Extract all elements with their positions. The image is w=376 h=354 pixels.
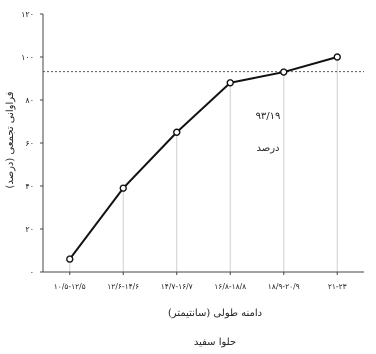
data-point xyxy=(119,184,127,192)
data-point xyxy=(333,53,341,61)
x-tick-label: ۱۴/۷-۱۶/۷ xyxy=(161,282,193,291)
y-tick-label: ۱۰۰ xyxy=(21,53,34,62)
y-tick-label: ۴۰ xyxy=(25,182,34,191)
vertical-gridlines xyxy=(69,57,338,272)
x-axis-ticks: ۱۰/۵-۱۲/۵ ۱۲/۶-۱۴/۶ ۱۴/۷-۱۶/۷ ۱۶/۸-۱۸/۸ ۱۸/۹… xyxy=(54,272,347,291)
annotation-unit: درصد xyxy=(256,143,279,154)
x-tick-label: ۲۱-۲۳ xyxy=(328,282,347,291)
x-tick-label: ۱۲/۶-۱۴/۶ xyxy=(107,282,139,291)
x-tick-label: ۱۸/۹-۲۰/۹ xyxy=(268,282,300,291)
y-axis-ticks: ۰ ۲۰ ۴۰ ۶۰ ۸۰ ۱۰۰ ۱۲۰ xyxy=(21,10,43,277)
y-tick-label: ۱۲۰ xyxy=(21,10,34,19)
y-tick-label: ۶۰ xyxy=(25,139,34,148)
data-point xyxy=(226,79,234,87)
y-tick-label: ۲۰ xyxy=(25,225,34,234)
y-axis-label: فراوانی تجمعی (درصد) xyxy=(5,91,16,188)
x-tick-label: ۱۰/۵-۱۲/۵ xyxy=(54,282,86,291)
y-tick-label: ۰ xyxy=(30,268,34,277)
data-point xyxy=(280,68,288,76)
data-point xyxy=(66,255,74,263)
x-tick-label: ۱۶/۸-۱۸/۸ xyxy=(214,282,246,291)
series-group xyxy=(66,53,341,263)
x-axis-label: دامنه طولی (سانتیمتر) xyxy=(168,308,262,319)
chart-caption: حلوا سفید xyxy=(194,337,236,348)
series-line xyxy=(68,56,338,260)
annotation-value: ۹۳/۱۹ xyxy=(256,111,281,122)
y-tick-label: ۸۰ xyxy=(25,96,34,105)
data-point xyxy=(173,128,181,136)
